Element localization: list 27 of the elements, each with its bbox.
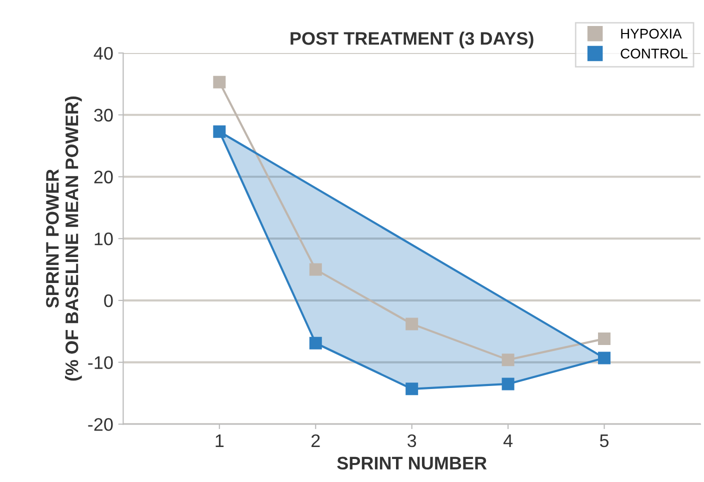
x-axis-title: SPRINT NUMBER bbox=[337, 456, 487, 470]
y-tick-label: 30 bbox=[94, 108, 113, 122]
point bbox=[502, 378, 514, 390]
point bbox=[598, 332, 611, 346]
y-tick-label: -20 bbox=[88, 418, 113, 431]
y-tick-label: 40 bbox=[94, 46, 113, 60]
legend-label: CONTROL bbox=[620, 48, 688, 58]
point bbox=[598, 352, 611, 364]
point bbox=[406, 382, 418, 396]
legend-label: HYPOXIA bbox=[621, 28, 682, 39]
x-tick-label: 4 bbox=[503, 434, 513, 447]
point bbox=[502, 354, 514, 366]
y-tick-label: 0 bbox=[104, 294, 113, 308]
y-axis-title: SPRINT POWER (% OF BASELINE MEAN POWER) bbox=[46, 96, 82, 381]
x-tick-label: 3 bbox=[408, 434, 416, 448]
point bbox=[309, 263, 322, 276]
y-tick-label: -10 bbox=[88, 356, 113, 370]
point bbox=[309, 336, 322, 350]
point bbox=[406, 318, 418, 330]
x-tick-label: 5 bbox=[600, 434, 609, 448]
x-tick-label: 2 bbox=[312, 434, 320, 447]
point bbox=[213, 125, 226, 138]
y-tick-label: 20 bbox=[94, 170, 113, 184]
point bbox=[213, 76, 226, 88]
x-tick-label: 1 bbox=[216, 434, 224, 447]
y-tick-label: 10 bbox=[94, 232, 113, 246]
chart-title: POST TREATMENT (3 DAYS) bbox=[290, 32, 534, 48]
